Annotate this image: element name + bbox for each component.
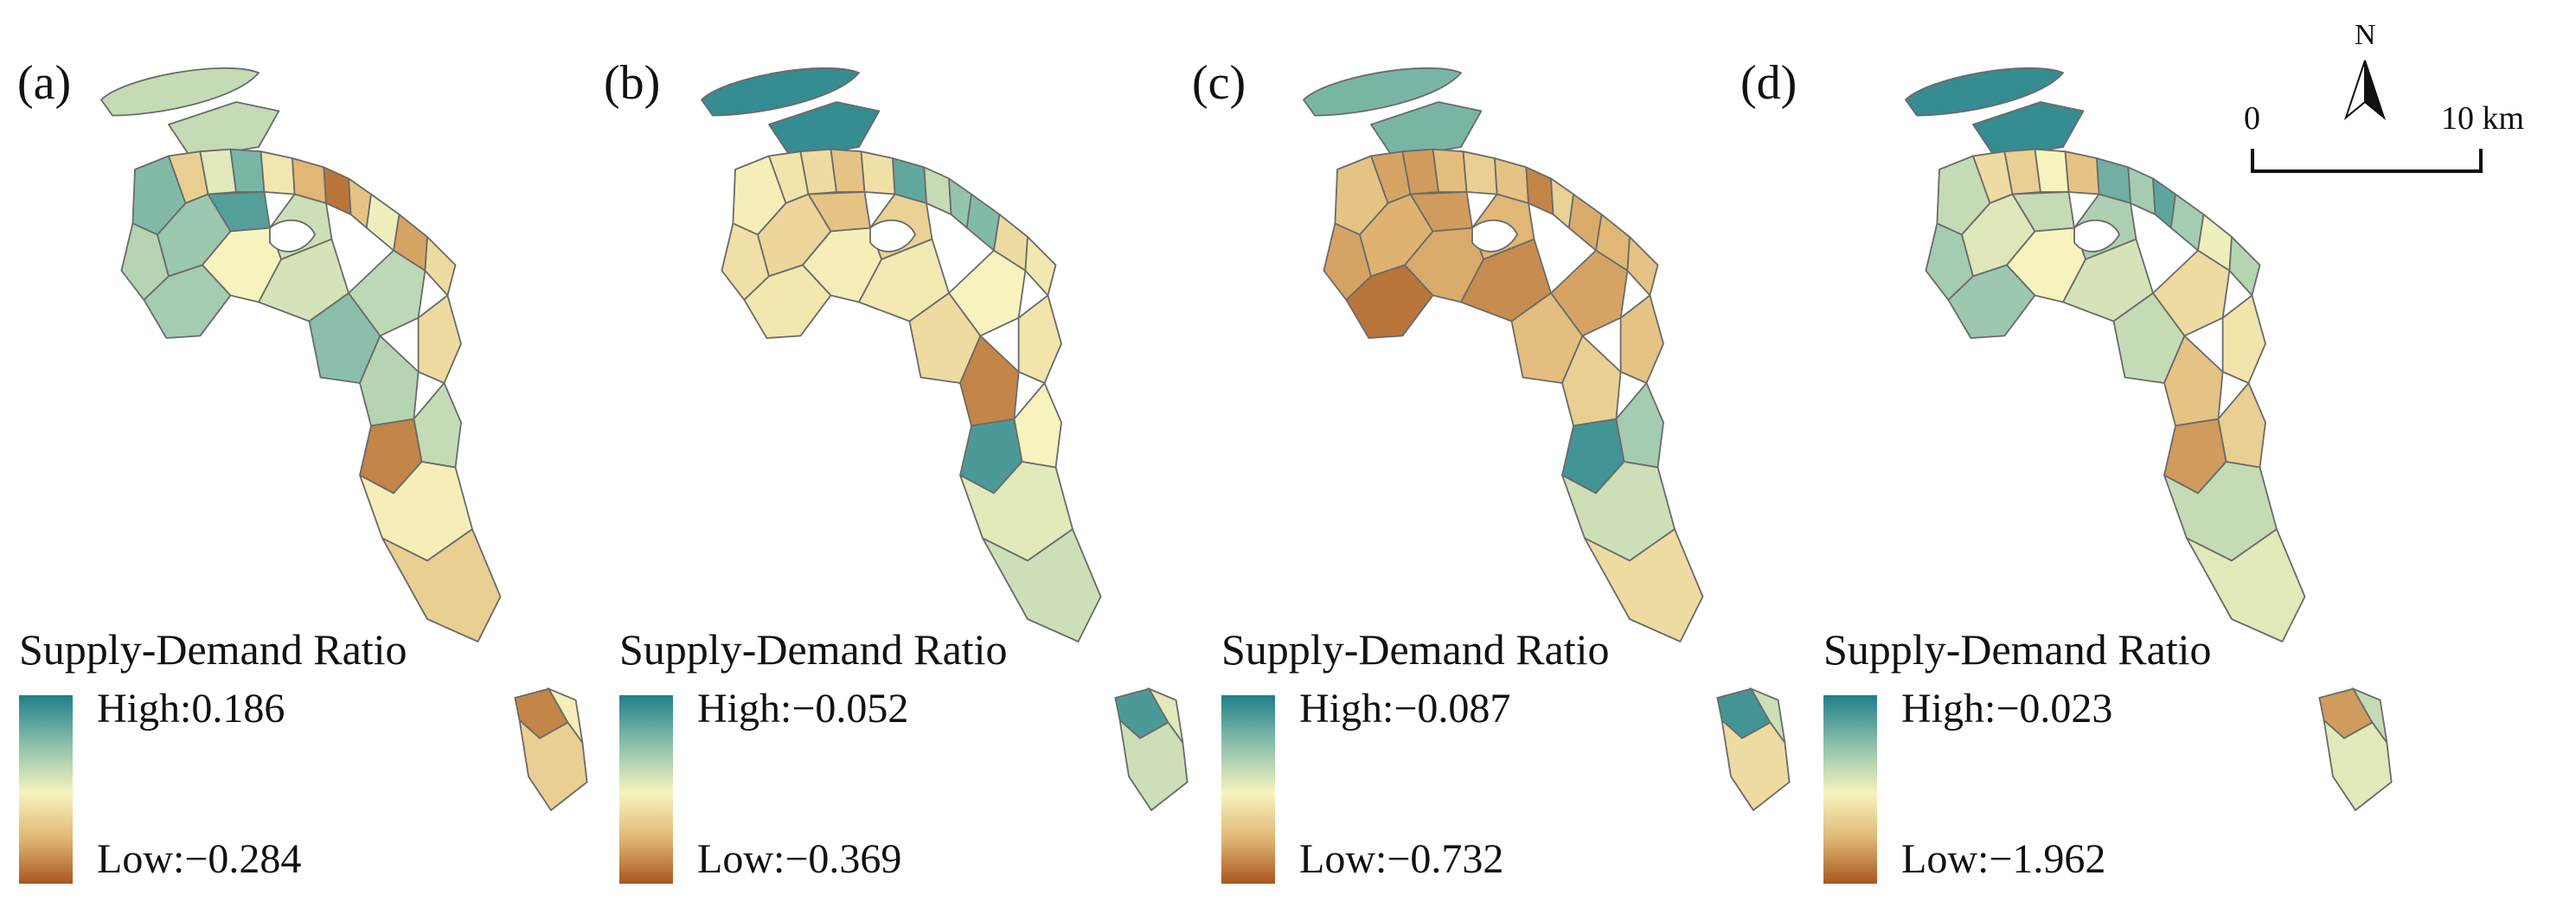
panel-c-district [1460, 238, 1552, 323]
panel-d-southeast-island [2323, 718, 2393, 812]
panel-d-district [2062, 238, 2154, 323]
panel-b-label: (b) [604, 56, 661, 110]
panel-b-district [923, 166, 952, 215]
panel-b-legend-ramp [619, 695, 673, 884]
panel-d-district [2186, 528, 2306, 642]
panel-a-district [229, 148, 266, 193]
panel-b-island [700, 67, 861, 117]
panel-d-district [2221, 294, 2266, 384]
panel-c-district [1584, 528, 1704, 642]
panel-a-district [258, 238, 349, 323]
panel-d-district [2034, 148, 2070, 193]
panel-c-district [1432, 148, 1468, 193]
panel-b-district [959, 335, 1020, 427]
panel-a-district [424, 236, 457, 297]
panel-a-district [323, 166, 352, 215]
panel-c-map [1302, 67, 1791, 812]
panel-d-district [2163, 335, 2224, 427]
panel-b-water [869, 219, 917, 252]
panel-c-district [1619, 294, 1664, 384]
panel-d-water [2073, 219, 2121, 252]
panel-d-district [2127, 166, 2156, 215]
panel-d-district [2064, 150, 2100, 195]
panel-a-label: (a) [17, 56, 72, 110]
panel-c-legend-ramp [1221, 695, 1275, 884]
panel-b-district [860, 150, 896, 195]
panel-a-legend-title: Supply-Demand Ratio [19, 625, 407, 674]
scale-bar [2251, 149, 2483, 173]
panel-a-island [99, 67, 260, 117]
panel-d-district [2228, 236, 2261, 297]
panel-c-island [1302, 67, 1463, 117]
panel-c-district [1561, 335, 1622, 427]
north-arrow-label: N [2355, 19, 2376, 51]
panel-a-map [99, 67, 588, 812]
panel-d-legend-high: High:−0.023 [1901, 686, 2113, 732]
panel-b-district [982, 528, 1102, 642]
panel-b-district [858, 238, 950, 323]
panel-c-southeast-island [1721, 718, 1791, 812]
panel-c-district [1626, 236, 1659, 297]
panel-b-southeast-island [1118, 718, 1189, 812]
panel-a-southeast-island [518, 718, 588, 812]
panel-a-water [269, 219, 317, 252]
panel-b-district [1024, 236, 1057, 297]
panel-d-legend-low: Low:−1.962 [1901, 836, 2106, 882]
panel-c-district [1462, 150, 1498, 195]
panel-a-legend-high: High:0.186 [97, 686, 285, 732]
panel-b-district [1017, 294, 1062, 384]
panel-d-legend-ramp [1823, 695, 1877, 884]
panel-b-map [700, 67, 1189, 812]
panel-c-legend-high: High:−0.087 [1299, 686, 1511, 732]
panel-c-district [1525, 166, 1554, 215]
panel-b-legend-high: High:−0.052 [697, 686, 909, 732]
panel-d-label: (d) [1740, 56, 1797, 110]
panel-c-water [1471, 219, 1519, 252]
scale-bar-start-label: 0 [2244, 100, 2260, 137]
panel-d-island [1904, 67, 2065, 117]
panel-d-legend-title: Supply-Demand Ratio [1823, 625, 2212, 674]
panel-b-legend-low: Low:−0.369 [697, 836, 902, 882]
panel-a-district [381, 528, 502, 642]
panel-a-district [260, 150, 296, 195]
panel-a-legend-low: Low:−0.284 [97, 836, 302, 882]
panel-c-legend-low: Low:−0.732 [1299, 836, 1504, 882]
panel-a-district [359, 335, 420, 427]
panel-a-legend-ramp [19, 695, 73, 884]
panel-c-legend-title: Supply-Demand Ratio [1221, 625, 1610, 674]
north-arrow-icon [2343, 60, 2387, 120]
panel-d-map [1904, 67, 2393, 812]
panel-b-legend-title: Supply-Demand Ratio [619, 625, 1008, 674]
panel-c-label: (c) [1192, 56, 1246, 110]
scale-bar-end-label: 10 km [2441, 100, 2525, 137]
panel-b-district [830, 148, 866, 193]
panel-a-district [417, 294, 462, 384]
